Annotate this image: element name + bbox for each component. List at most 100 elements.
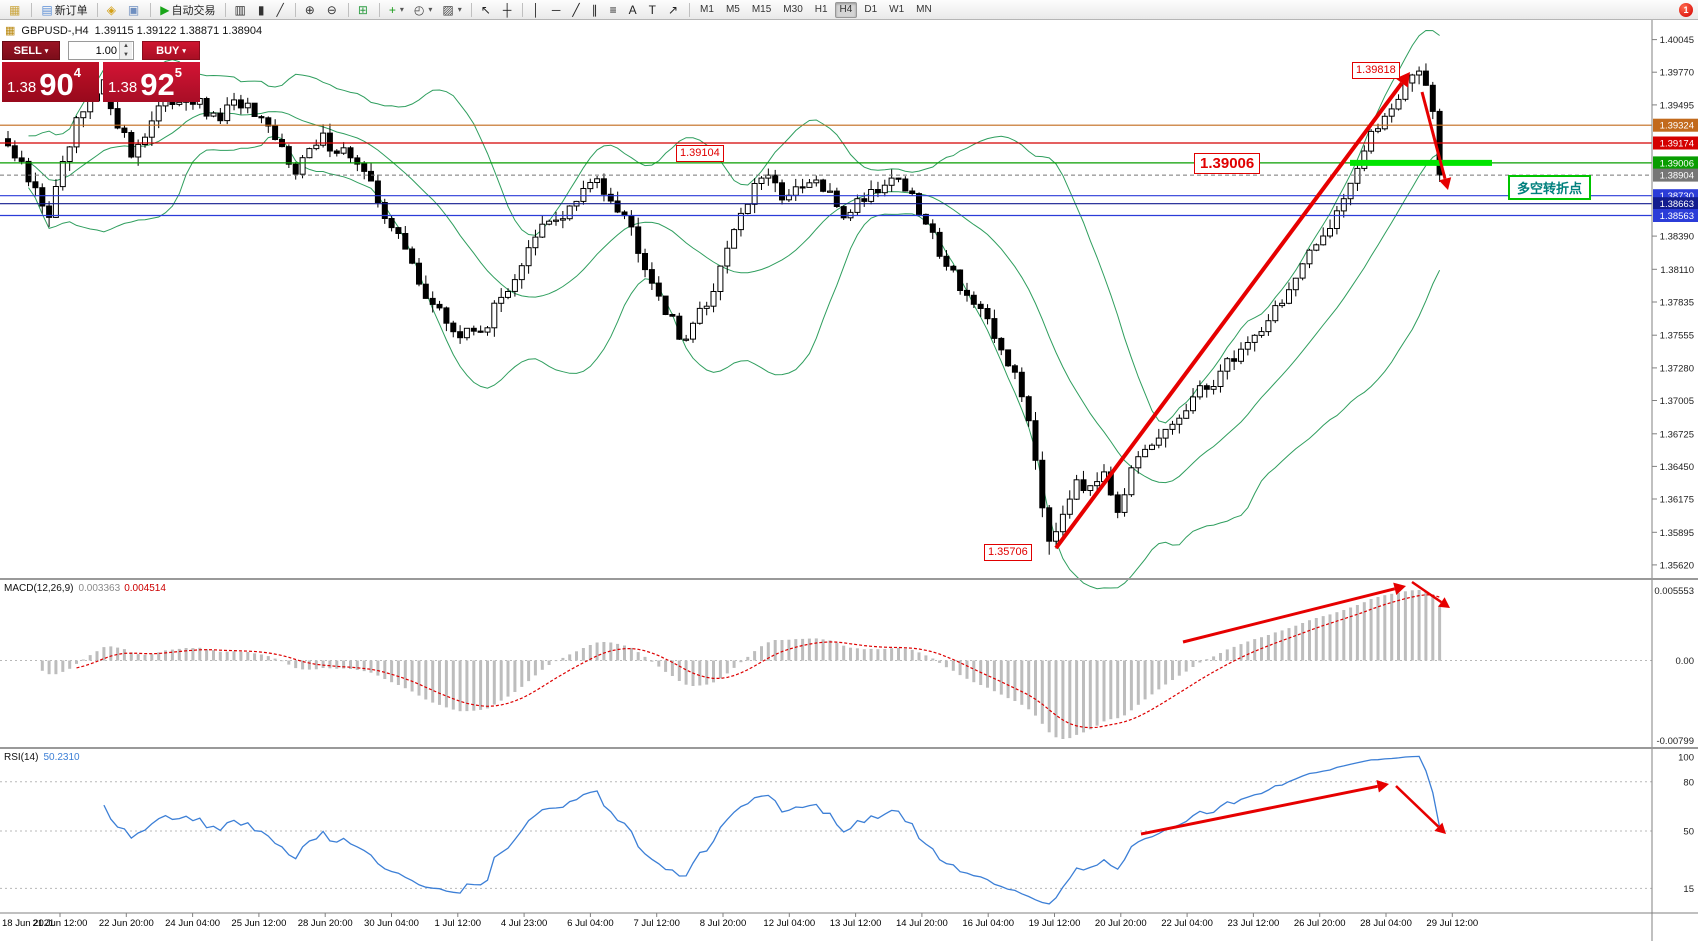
date-label: 22 Jul 04:00 [1161,918,1213,929]
toolbar-separator [294,2,296,17]
periods-icon[interactable]: ◴ ▾ [410,1,437,18]
timeframe-button-w1[interactable]: W1 [889,4,905,15]
trendline-icon: ╱ [572,2,580,17]
chart-canvas[interactable]: 1.40045 1.39770 1.39495 1.38390 1.38110 1.378… [0,20,1698,941]
date-label: 14 Jul 20:00 [896,918,948,929]
ask-price-display[interactable]: 1.38 92 5 [103,62,200,102]
line-chart-icon[interactable]: ╱ [272,1,289,18]
price-axis-label: 1.37280 [1660,363,1694,374]
rsi-panel[interactable] [0,755,1652,905]
turning-point-label[interactable]: 多空转折点 [1508,175,1592,200]
trendline-icon[interactable]: ╱ [568,1,585,18]
horizontal-lines-layer[interactable] [0,124,1652,217]
volume-up-icon[interactable]: ▲ [120,42,132,51]
price-axis-label: 1.39495 [1660,100,1694,111]
zoom-out-icon[interactable]: ⊖ [323,1,343,18]
bar-chart-icon[interactable]: ▥ [231,1,252,18]
date-label: 24 Jun 04:00 [165,918,220,929]
support-price-callout[interactable]: 1.39006 [1194,153,1261,174]
date-label: 20 Jul 20:00 [1095,918,1147,929]
new-order-button[interactable]: ▤ 新订单 [37,1,91,18]
resistance-price-callout[interactable]: 1.39104 [676,145,724,162]
date-label: 25 Jun 12:00 [231,918,286,929]
price-axis-label: 1.38390 [1660,232,1694,243]
ask-big-figure: 1.38 [108,79,138,96]
bid-price-display[interactable]: 1.38 90 4 [2,62,99,102]
channel-icon[interactable]: ∥ [588,1,604,18]
macd-axis-label: 0.00 [1676,656,1695,667]
ask-pips: 92 [140,67,175,102]
bid-big-figure: 1.38 [7,79,37,96]
volume-down-icon[interactable]: ▼ [120,50,132,59]
timeframe-button-h1[interactable]: H1 [814,4,828,15]
tile-windows-icon[interactable]: ⊞ [354,1,374,18]
price-axis-label: 1.36175 [1660,495,1694,506]
timeframe-button-m30[interactable]: M30 [783,4,803,15]
fibonacci-icon[interactable]: ≡ [606,1,623,18]
price-axis[interactable]: 1.40045 1.39770 1.39495 1.38390 1.38110 1.378… [0,20,1698,941]
rsi-label-text: RSI(14) [4,752,39,763]
fibonacci-icon: ≡ [609,2,617,17]
peak-price-callout[interactable]: 1.39818 [1352,62,1400,79]
macd-axis-label: 0.005553 [1654,586,1694,597]
templates-icon[interactable]: ▨ ▾ [438,1,465,18]
crosshair-icon: ┼ [502,2,512,17]
navigator-icon[interactable]: ▣ [124,1,145,18]
timeframe-button-h4[interactable]: H4 [834,1,858,18]
periods-icon-caret: ▾ [428,5,433,14]
one-click-trading-panel: SELL ▾ ▲ ▼ BUY ▾ 1.38 90 4 1.38 [2,41,200,102]
date-label: 8 Jul 20:00 [700,918,746,929]
sell-button[interactable]: SELL ▾ [2,41,60,60]
date-label: 6 Jul 04:00 [567,918,613,929]
timeframe-button-mn[interactable]: MN [916,4,932,15]
label-icon: T [648,2,656,17]
timeframe-button-m5[interactable]: M5 [725,4,740,15]
date-label: 28 Jul 04:00 [1360,918,1412,929]
buy-button[interactable]: BUY ▾ [142,41,200,60]
timeframe-button-m15[interactable]: M15 [751,4,772,15]
arrows-tool-icon[interactable]: ↗ [664,1,684,18]
indicators-icon-caret: ▾ [399,5,404,14]
toolbar-separator [224,2,226,17]
low-price-callout[interactable]: 1.35706 [984,544,1032,561]
auto-trading-button: ▶ [160,2,170,17]
indicators-icon[interactable]: + ▾ [385,1,408,18]
notification-badge[interactable]: 1 [1679,3,1693,17]
auto-trading-button[interactable]: ▶ 自动交易 [156,1,219,18]
macd-panel[interactable] [0,590,1652,739]
candlestick-chart-icon: ▮ [257,2,265,17]
new-order-button: ▤ [41,2,53,17]
label-icon[interactable]: T [645,1,662,18]
date-label: 28 Jun 20:00 [298,918,353,929]
volume-input[interactable] [69,42,119,59]
chart-window-icon[interactable]: ▦ [5,1,26,18]
price-line-label: 1.39324 [1660,121,1694,132]
candlestick-chart-icon[interactable]: ▮ [254,1,271,18]
buy-button-label: BUY [156,44,180,57]
toolbar-separator [347,2,349,17]
vertical-line-icon[interactable]: │ [528,1,546,18]
date-label: 7 Jul 12:00 [633,918,679,929]
trend-arrows[interactable] [1054,72,1452,836]
rsi-axis-label: 100 [1678,753,1694,764]
market-watch-icon[interactable]: ◈ [103,1,122,18]
timeframe-button-m1[interactable]: M1 [700,4,714,15]
bar-chart-icon: ▥ [234,2,246,17]
zoom-in-icon[interactable]: ⊕ [301,1,321,18]
chart-ohlc-values: 1.39115 1.39122 1.38871 1.38904 [94,24,263,37]
price-line-label: 1.38904 [1660,171,1694,182]
date-label: 18 Jun 2021 [2,918,54,929]
crosshair-icon[interactable]: ┼ [499,1,518,18]
timeframe-button-d1[interactable]: D1 [864,4,878,15]
text-icon[interactable]: A [625,1,643,18]
price-line-label: 1.38563 [1660,211,1694,222]
toolbar-separator [470,2,472,17]
candles-layer[interactable] [5,63,1443,555]
date-label: 19 Jul 12:00 [1029,918,1081,929]
volume-spinner: ▲ ▼ [119,42,132,59]
buy-caret-icon: ▾ [182,47,186,55]
horizontal-line-icon[interactable]: ─ [548,1,567,18]
periods-icon: ◴ [413,2,425,17]
cursor-icon[interactable]: ↖ [477,1,497,18]
